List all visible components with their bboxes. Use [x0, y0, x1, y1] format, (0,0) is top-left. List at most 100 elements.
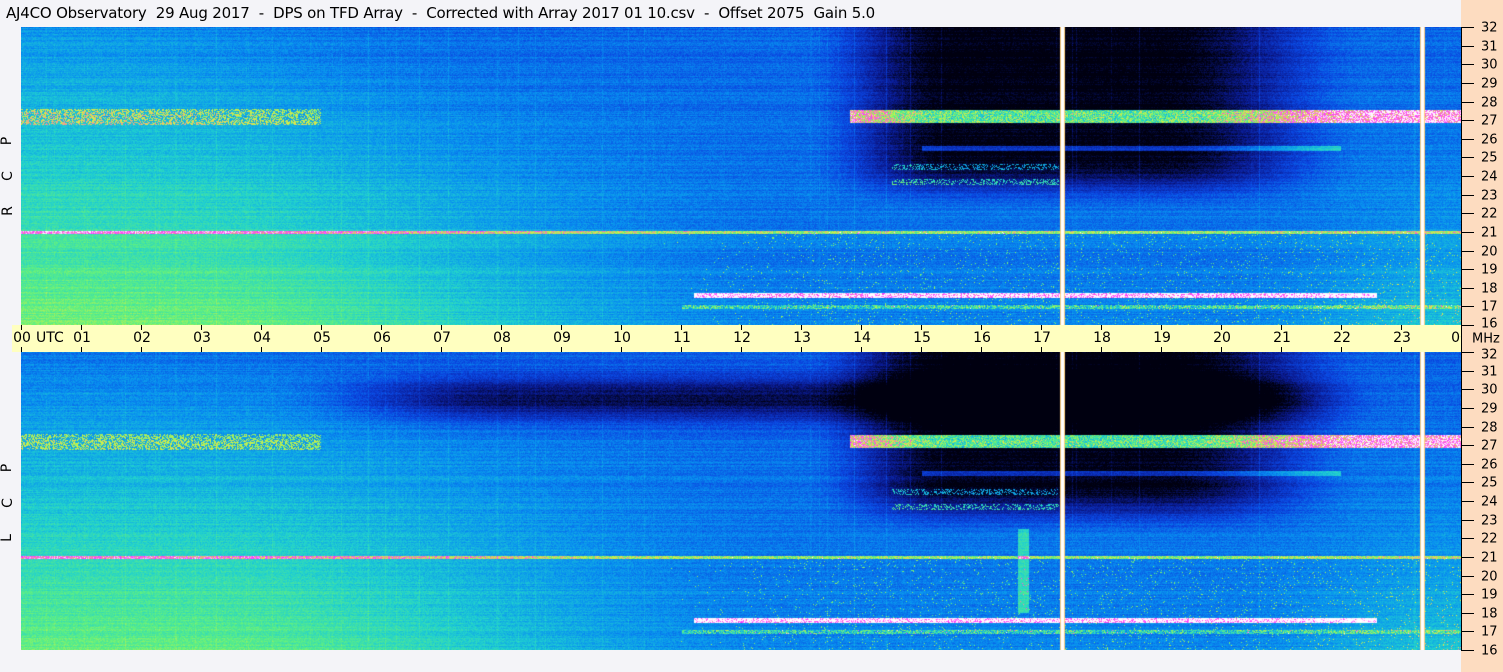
- time-tick: [261, 347, 262, 352]
- frequency-tick-label: 27: [1481, 438, 1498, 454]
- frequency-tick-label: 19: [1481, 262, 1498, 278]
- time-tick: [921, 347, 922, 352]
- time-tick: [621, 325, 622, 330]
- time-tick-label: 02: [133, 330, 151, 346]
- frequency-tick-label: 21: [1481, 225, 1498, 241]
- time-tick: [1401, 325, 1402, 330]
- lcp-spectrogram: [21, 352, 1461, 650]
- time-tick: [501, 325, 502, 330]
- time-tick: [861, 325, 862, 330]
- time-tick: [321, 347, 322, 352]
- frequency-tick: [1461, 120, 1474, 122]
- time-tick-label: 12: [733, 330, 751, 346]
- frequency-tick: [1461, 82, 1474, 84]
- frequency-axis-line: [1461, 27, 1462, 651]
- time-tick: [141, 325, 142, 330]
- frequency-tick: [1461, 352, 1474, 353]
- time-tick-label: 05: [313, 330, 331, 346]
- time-tick: [741, 347, 742, 352]
- time-tick: [1101, 347, 1102, 352]
- frequency-tick: [1461, 501, 1474, 502]
- frequency-tick-label: 23: [1481, 188, 1498, 204]
- frequency-tick: [1461, 306, 1474, 308]
- time-tick: [321, 325, 322, 330]
- time-tick: [1041, 347, 1042, 352]
- time-axis: UTC 00 01 02 03 04 05 06 07 08 09 10 11 12 13 14 15 16 17…: [12, 325, 1469, 352]
- time-tick-label: 23: [1393, 330, 1411, 346]
- time-tick-label: 14: [853, 330, 871, 346]
- time-tick: [1341, 325, 1342, 330]
- frequency-tick: [1461, 556, 1474, 558]
- frequency-tick: [1461, 325, 1474, 326]
- time-tick-label: 00: [13, 330, 31, 346]
- time-tick-label: 04: [253, 330, 271, 346]
- time-tick: [81, 325, 82, 330]
- time-tick: [441, 325, 442, 330]
- frequency-tick-label: 28: [1481, 95, 1498, 110]
- frequency-tick: [1461, 213, 1474, 215]
- frequency-unit-label: MHz: [1472, 331, 1500, 347]
- frequency-tick: [1461, 426, 1474, 428]
- polarization-label-p: P: [0, 463, 16, 473]
- time-tick-label: 01: [73, 330, 91, 346]
- time-tick: [1041, 325, 1042, 330]
- time-tick: [801, 347, 802, 352]
- time-tick: [81, 347, 82, 352]
- polarization-label-c: C: [0, 498, 16, 508]
- frequency-tick-label: 30: [1481, 382, 1498, 398]
- time-tick: [741, 325, 742, 330]
- time-tick-label: 17: [1033, 330, 1051, 346]
- time-tick-label: 15: [913, 330, 931, 346]
- frequency-tick: [1461, 538, 1474, 540]
- frequency-tick-label: 26: [1481, 457, 1498, 473]
- time-tick: [441, 347, 442, 352]
- frequency-tick: [1461, 27, 1474, 28]
- frequency-tick: [1461, 250, 1474, 252]
- frequency-tick: [1461, 650, 1474, 651]
- time-tick: [1101, 325, 1102, 330]
- time-tick: [681, 347, 682, 352]
- frequency-tick-label: 26: [1481, 132, 1498, 148]
- frequency-tick: [1461, 612, 1474, 614]
- frequency-tick-label: 16: [1481, 643, 1498, 659]
- frequency-tick-label: 18: [1481, 606, 1498, 622]
- time-tick: [981, 325, 982, 330]
- frequency-tick-label: 28: [1481, 420, 1498, 435]
- frequency-tick: [1461, 370, 1474, 372]
- frequency-tick-label: 18: [1481, 281, 1498, 297]
- frequency-tick: [1461, 594, 1474, 596]
- time-tick: [1281, 347, 1282, 352]
- frequency-tick-label: 23: [1481, 513, 1498, 529]
- time-tick-label: 11: [673, 330, 691, 346]
- time-unit-label: UTC: [36, 330, 64, 346]
- time-tick: [201, 325, 202, 330]
- time-tick: [381, 347, 382, 352]
- frequency-tick: [1461, 176, 1474, 177]
- frequency-tick: [1461, 631, 1474, 633]
- frequency-tick: [1461, 482, 1474, 484]
- time-tick: [1341, 347, 1342, 352]
- frequency-tick: [1461, 64, 1474, 66]
- time-tick: [1221, 347, 1222, 352]
- time-tick: [501, 347, 502, 352]
- frequency-tick-label: 24: [1481, 169, 1498, 185]
- frequency-tick-label: 29: [1481, 401, 1498, 417]
- frequency-tick: [1461, 445, 1474, 447]
- frequency-tick-label: 20: [1481, 244, 1498, 259]
- frequency-tick-label: 24: [1481, 494, 1498, 510]
- frequency-tick-label: 17: [1481, 624, 1498, 640]
- frequency-tick: [1461, 463, 1474, 465]
- polarization-label-r: R: [0, 206, 16, 216]
- polarization-label-p: P: [0, 136, 16, 146]
- time-tick: [381, 325, 382, 330]
- frequency-tick-label: 19: [1481, 587, 1498, 603]
- time-tick: [1161, 347, 1162, 352]
- frequency-axis: MHz 32 31 30 29 28 27 26 25 24 23 22 21 20 19 18 17 16 32…: [1461, 0, 1503, 672]
- frequency-tick: [1461, 519, 1474, 521]
- time-tick-label: 07: [433, 330, 451, 346]
- frequency-tick-label: 17: [1481, 299, 1498, 315]
- frequency-tick: [1461, 407, 1474, 409]
- time-tick-label: 03: [193, 330, 211, 346]
- frequency-tick: [1461, 194, 1474, 196]
- time-tick: [1281, 325, 1282, 330]
